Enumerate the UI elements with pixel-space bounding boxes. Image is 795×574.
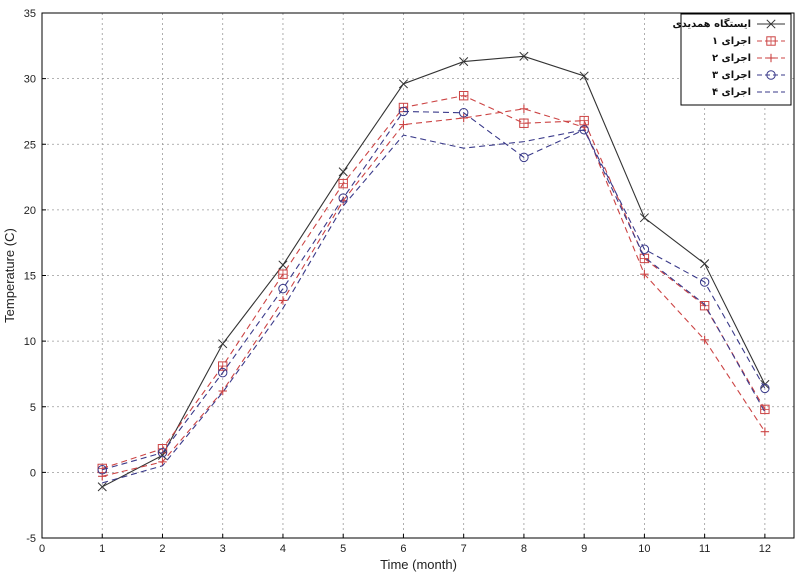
series-4-point <box>639 244 650 254</box>
x-tick-label: 11 <box>699 543 710 555</box>
series-group <box>97 51 770 492</box>
x-tick-label: 9 <box>581 543 587 555</box>
series-4-point <box>458 108 469 118</box>
series-2 <box>97 90 770 474</box>
y-tick-label: 10 <box>24 336 36 348</box>
series-1-point <box>398 79 408 89</box>
y-tick-label: -5 <box>26 533 36 545</box>
x-tick-label: 8 <box>521 543 527 555</box>
series-3-line <box>102 108 766 477</box>
series-3 <box>98 104 770 481</box>
series-4-line <box>102 110 766 471</box>
legend-label-4: اجرای ۳ <box>712 70 751 81</box>
series-5 <box>102 129 766 484</box>
x-tick-label: 4 <box>280 543 286 555</box>
series-1-point <box>700 259 710 269</box>
x-tick-label: 0 <box>39 543 45 555</box>
x-tick-label: 12 <box>759 543 771 555</box>
y-tick-label: 30 <box>24 74 36 86</box>
series-4-point <box>699 277 710 287</box>
y-axis-title: Temperature (C) <box>2 228 17 323</box>
legend-label-3: اجرای ۲ <box>712 53 751 64</box>
series-1-point <box>459 57 469 67</box>
series-1-point <box>97 482 107 492</box>
legend-label-2: اجرای ۱ <box>712 36 751 47</box>
series-1-point <box>338 167 348 177</box>
series-4-point <box>519 152 529 163</box>
y-tick-label: 35 <box>24 8 36 20</box>
series-4-point <box>278 283 288 294</box>
x-tick-label: 3 <box>220 543 226 555</box>
series-4-point <box>97 465 107 475</box>
series-1-point <box>278 260 288 270</box>
x-axis-title: Time (month) <box>380 557 457 572</box>
series-4-point <box>338 193 348 203</box>
legend-box <box>680 13 792 106</box>
y-tick-label: 20 <box>24 205 36 217</box>
x-tick-label: 1 <box>99 543 105 555</box>
series-1-line <box>101 55 766 488</box>
series-1-point <box>639 213 649 223</box>
series-2-line <box>102 95 766 469</box>
y-tick-label: 0 <box>30 467 36 479</box>
series-4-point <box>398 106 409 117</box>
y-tick-label: 25 <box>24 139 36 151</box>
x-tick-label: 2 <box>159 543 165 555</box>
series-1-point <box>218 339 228 349</box>
x-tick-label: 10 <box>638 543 650 555</box>
series-1 <box>97 51 770 492</box>
series-5-line <box>102 129 766 484</box>
series-4 <box>97 106 770 475</box>
series-1-point <box>519 51 529 61</box>
series-4-point <box>157 447 168 458</box>
x-tick-label: 7 <box>461 543 467 555</box>
legend-label-1: ایستگاه همدیدی <box>672 17 751 30</box>
legend-label-5: اجرای ۴ <box>712 87 751 98</box>
y-tick-label: 5 <box>30 402 36 414</box>
legend-marker-1 <box>766 19 776 29</box>
legend-marker-4 <box>766 70 776 80</box>
legend: ایستگاه همدیدی اجرای ۱ اجرای ۲ اجرای ۳ اجرای… <box>672 13 792 106</box>
series-4-point <box>760 383 770 394</box>
x-tick-label: 6 <box>400 543 406 555</box>
y-tick-label: 15 <box>24 271 36 283</box>
series-4-point <box>579 125 589 135</box>
series-4-point <box>218 367 228 378</box>
series-1-point <box>579 71 589 81</box>
x-tick-label: 5 <box>340 543 346 555</box>
